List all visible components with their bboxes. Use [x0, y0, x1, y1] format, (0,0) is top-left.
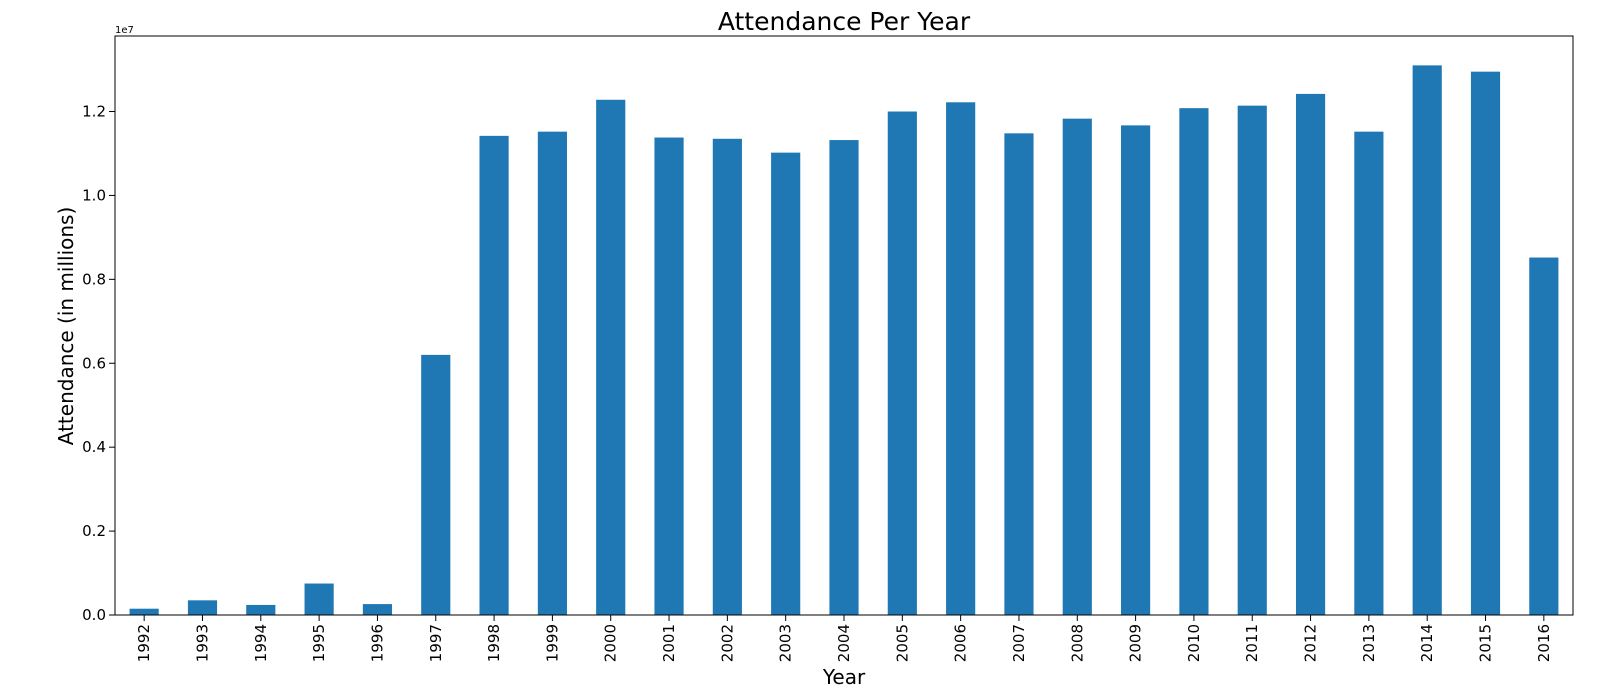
x-tick-label-2001: 2001	[660, 624, 678, 662]
plot-frame	[114, 35, 1574, 616]
y-tick-label: 1.2	[82, 103, 106, 121]
x-tick-label-1999: 1999	[543, 624, 561, 662]
y-tick-label: 1.0	[82, 186, 106, 204]
x-tick-label-2004: 2004	[835, 624, 853, 662]
x-tick-label-1996: 1996	[368, 624, 386, 662]
bar-1996	[362, 604, 393, 615]
x-tick-label-2015: 2015	[1477, 624, 1495, 662]
bar-1993	[187, 600, 218, 615]
bar-1999	[537, 131, 567, 615]
x-axis-label: Year	[822, 665, 866, 688]
bar-2016	[1529, 257, 1559, 615]
x-tick-label-1993: 1993	[193, 624, 211, 662]
x-tick-label-2007: 2007	[1010, 624, 1028, 662]
y-tick-label: 0.0	[82, 606, 106, 624]
bar-2004	[829, 140, 859, 615]
bar-2003	[771, 152, 801, 615]
x-tick-label-2010: 2010	[1185, 624, 1203, 662]
bar-1998	[479, 135, 509, 616]
bar-2009	[1121, 125, 1151, 615]
bar-1992	[129, 608, 159, 615]
x-tick-label-2009: 2009	[1127, 624, 1145, 662]
x-tick-label-2003: 2003	[777, 624, 795, 662]
y-axis-label: Attendance (in millions)	[54, 207, 78, 446]
bar-2001	[654, 137, 684, 615]
x-tick-label-2014: 2014	[1418, 624, 1436, 662]
y-axis-offset-label: 1e7	[115, 25, 134, 36]
y-tick-label: 0.4	[82, 438, 106, 456]
x-tick-label-2006: 2006	[952, 624, 970, 662]
bar-2005	[887, 111, 917, 616]
bar-2015	[1470, 71, 1501, 616]
bar-2013	[1354, 131, 1384, 615]
bar-1997	[421, 354, 451, 615]
x-tick-label-1998: 1998	[485, 624, 503, 662]
x-tick-label-2013: 2013	[1360, 624, 1378, 662]
x-tick-label-2012: 2012	[1302, 624, 1320, 662]
bars-group	[129, 65, 1559, 616]
x-tick-label-2005: 2005	[893, 624, 911, 662]
x-tick-label-2000: 2000	[602, 624, 620, 662]
x-tick-label-1992: 1992	[135, 624, 153, 662]
bar-2002	[712, 138, 742, 616]
bar-2010	[1179, 108, 1209, 615]
bar-1995	[304, 583, 334, 615]
bar-2007	[1004, 133, 1034, 616]
x-tick-label-2008: 2008	[1068, 624, 1086, 662]
y-tick-label: 0.6	[82, 354, 106, 372]
x-tick-label-2002: 2002	[718, 624, 736, 662]
x-tick-label-1994: 1994	[252, 624, 270, 662]
bar-1994	[246, 604, 276, 615]
bar-2000	[596, 99, 626, 615]
chart-title: Attendance Per Year	[718, 7, 971, 36]
y-axis-ticks: 0.0 0.2 0.4 0.6 0.8 1.0 1.2	[82, 103, 115, 624]
x-tick-label-2016: 2016	[1535, 624, 1553, 662]
x-tick-label-2011: 2011	[1243, 624, 1261, 662]
bar-2011	[1237, 105, 1267, 615]
bar-2012	[1295, 93, 1326, 615]
bar-2008	[1062, 118, 1092, 615]
x-tick-label-1997: 1997	[427, 624, 445, 662]
bar-2006	[946, 102, 976, 615]
bar-2014	[1412, 65, 1442, 615]
y-tick-label: 0.2	[82, 522, 106, 540]
x-axis-ticks: 1992 1993 1994 1995 1996 1997 1998 1999 2000 2001…	[135, 615, 1553, 662]
x-tick-label-1995: 1995	[310, 624, 328, 662]
y-tick-label: 0.8	[82, 270, 106, 288]
